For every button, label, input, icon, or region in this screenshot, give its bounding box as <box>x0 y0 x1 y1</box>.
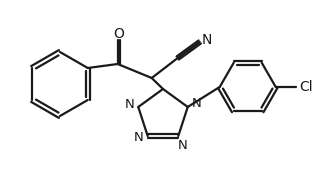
Text: N: N <box>177 139 187 152</box>
Text: N: N <box>202 33 212 47</box>
Text: O: O <box>113 27 124 41</box>
Text: N: N <box>192 98 202 110</box>
Text: N: N <box>124 98 134 112</box>
Text: N: N <box>134 130 143 144</box>
Text: Cl: Cl <box>299 80 312 94</box>
